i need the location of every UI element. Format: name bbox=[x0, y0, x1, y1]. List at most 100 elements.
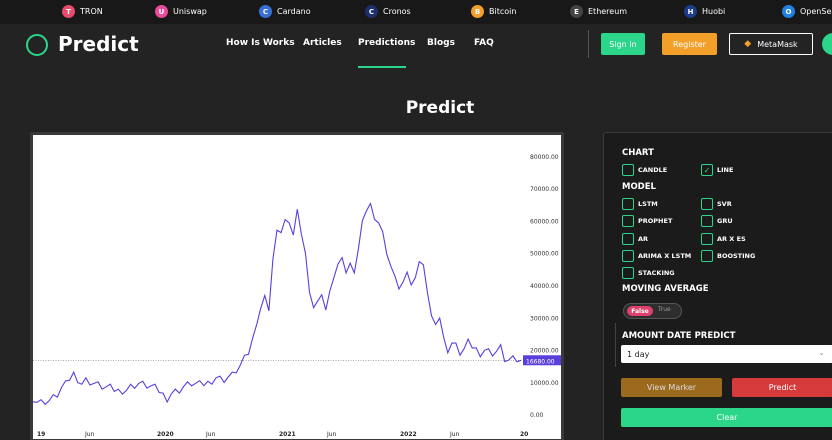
y-tick-label: 40000.00 bbox=[530, 283, 559, 290]
model-checkbox-stacking[interactable]: STACKING bbox=[622, 267, 675, 279]
x-tick-label: 20 bbox=[520, 431, 528, 438]
ticker-item-cronos[interactable]: C Cronos bbox=[365, 5, 411, 18]
amount-date-select[interactable]: 1 day ⌄ bbox=[621, 345, 832, 363]
checkbox-empty-icon bbox=[622, 164, 634, 176]
moving-average-title: MOVING AVERAGE bbox=[622, 284, 709, 294]
uniswap-coin-icon: U bbox=[155, 5, 168, 18]
tron-coin-icon: T bbox=[62, 5, 75, 18]
x-tick-label: Jun bbox=[84, 431, 95, 438]
x-tick-label: Jun bbox=[205, 431, 216, 438]
ticker-bar: T TRON U Uniswap C Cardano C Cronos B Bitcoin E Eth… bbox=[0, 0, 832, 24]
checkbox-empty-icon bbox=[701, 233, 713, 245]
bitcoin-coin-icon: B bbox=[471, 5, 484, 18]
model-checkbox-arima-x-lstm[interactable]: ARIMA X LSTM bbox=[622, 250, 691, 262]
active-nav-underline bbox=[358, 66, 406, 68]
checkbox-empty-icon bbox=[701, 198, 713, 210]
checkbox-empty-icon bbox=[701, 215, 713, 227]
nav-how-it-works[interactable]: How Is Works bbox=[226, 38, 295, 48]
ticker-label: OpenSea bbox=[800, 7, 832, 16]
x-tick-label: 2022 bbox=[400, 431, 417, 438]
candle-checkbox[interactable]: CANDLE bbox=[622, 164, 667, 176]
line-checkbox[interactable]: ✓ LINE bbox=[701, 164, 733, 176]
y-tick-label: 60000.00 bbox=[530, 218, 559, 225]
opensea-coin-icon: O bbox=[782, 5, 795, 18]
model-label: BOOSTING bbox=[717, 252, 756, 260]
model-checkbox-lstm[interactable]: LSTM bbox=[622, 198, 658, 210]
ticker-label: Bitcoin bbox=[489, 7, 517, 16]
ticker-item-opensea[interactable]: O OpenSea bbox=[782, 5, 832, 18]
metamask-fox-icon: ◆ bbox=[744, 39, 752, 49]
checkbox-empty-icon bbox=[701, 250, 713, 262]
model-label: GRU bbox=[717, 217, 733, 225]
y-tick-label: 80000.00 bbox=[530, 154, 559, 161]
toggle-true-option[interactable]: True bbox=[658, 306, 671, 313]
toggle-false-option[interactable]: False bbox=[627, 306, 653, 316]
cardano-coin-icon: C bbox=[259, 5, 272, 18]
moving-average-toggle[interactable]: False True bbox=[623, 303, 682, 319]
ticker-label: Huobi bbox=[702, 7, 726, 16]
chevron-down-icon: ⌄ bbox=[818, 348, 825, 357]
checkbox-empty-icon bbox=[622, 267, 634, 279]
page-title: Predict bbox=[405, 98, 475, 118]
nav-blogs[interactable]: Blogs bbox=[427, 38, 455, 48]
model-checkbox-boosting[interactable]: BOOSTING bbox=[701, 250, 755, 262]
y-tick-label: 10000.00 bbox=[530, 380, 559, 387]
logo-text[interactable]: Predict bbox=[58, 32, 139, 56]
huobi-coin-icon: H bbox=[684, 5, 697, 18]
metamask-button[interactable]: ◆ MetaMask bbox=[729, 33, 813, 55]
y-tick-label: 30000.00 bbox=[530, 315, 559, 322]
model-label: STACKING bbox=[638, 269, 675, 277]
checkbox-checked-icon: ✓ bbox=[701, 164, 713, 176]
model-checkbox-svr[interactable]: SVR bbox=[701, 198, 732, 210]
header-divider bbox=[588, 30, 589, 58]
y-tick-label: 70000.00 bbox=[530, 186, 559, 193]
model-checkbox-prophet[interactable]: PROPHET bbox=[622, 215, 672, 227]
ticker-item-ethereum[interactable]: E Ethereum bbox=[570, 5, 627, 18]
price-chart-svg: 0.00 10000.00 20000.00 30000.00 40000.00 5000… bbox=[33, 154, 561, 438]
sign-in-button[interactable]: Sign In bbox=[601, 33, 645, 55]
nav-faq[interactable]: FAQ bbox=[474, 38, 494, 48]
x-tick-label: 2021 bbox=[279, 431, 296, 438]
checkbox-empty-icon bbox=[622, 233, 634, 245]
ethereum-coin-icon: E bbox=[570, 5, 583, 18]
clear-button[interactable]: Clear bbox=[621, 408, 832, 427]
ticker-item-bitcoin[interactable]: B Bitcoin bbox=[471, 5, 516, 18]
y-tick-label: 0.00 bbox=[530, 412, 544, 419]
ticker-label: Ethereum bbox=[588, 7, 628, 16]
model-label: ARIMA X LSTM bbox=[638, 252, 692, 260]
checkbox-empty-icon bbox=[622, 250, 634, 262]
amount-date-value: 1 day bbox=[627, 349, 650, 359]
model-label: AR bbox=[638, 235, 649, 243]
predict-button[interactable]: Predict bbox=[732, 378, 832, 397]
nav-articles[interactable]: Articles bbox=[303, 38, 342, 48]
ticker-item-uniswap[interactable]: U Uniswap bbox=[155, 5, 207, 18]
model-checkbox-ar[interactable]: AR bbox=[622, 233, 648, 245]
price-chart[interactable]: 0.00 10000.00 20000.00 30000.00 40000.00 5000… bbox=[30, 132, 564, 440]
ticker-item-huobi[interactable]: H Huobi bbox=[684, 5, 725, 18]
ticker-label: Cronos bbox=[383, 7, 411, 16]
nav-predictions[interactable]: Predictions bbox=[358, 38, 416, 48]
x-tick-label: 19 bbox=[37, 431, 45, 438]
view-marker-button[interactable]: View Marker bbox=[621, 378, 722, 397]
site-header: Predict How Is Works Articles Prediction… bbox=[0, 24, 832, 68]
y-tick-label: 20000.00 bbox=[530, 348, 559, 355]
cronos-coin-icon: C bbox=[365, 5, 378, 18]
ticker-label: Uniswap bbox=[173, 7, 207, 16]
chart-section-title: CHART bbox=[622, 148, 654, 158]
ticker-item-cardano[interactable]: C Cardano bbox=[259, 5, 311, 18]
register-button[interactable]: Register bbox=[662, 33, 717, 55]
settings-panel: CHART CANDLE ✓ LINE MODEL LSTM SVR PROPHE… bbox=[603, 132, 832, 440]
current-price-badge bbox=[523, 355, 561, 366]
x-tick-label: Jun bbox=[326, 431, 337, 438]
ticker-item-tron[interactable]: T TRON bbox=[62, 5, 103, 18]
x-tick-label: Jun bbox=[449, 431, 460, 438]
model-checkbox-gru[interactable]: GRU bbox=[701, 215, 733, 227]
user-avatar[interactable] bbox=[822, 33, 832, 55]
section-divider bbox=[615, 323, 616, 367]
x-tick-label: 2020 bbox=[157, 431, 174, 438]
model-label: SVR bbox=[717, 200, 732, 208]
model-checkbox-ar-x-es[interactable]: AR X ES bbox=[701, 233, 746, 245]
metamask-label: MetaMask bbox=[757, 39, 798, 49]
checkbox-empty-icon bbox=[622, 215, 634, 227]
current-price-label: 16680.00 bbox=[526, 358, 555, 365]
